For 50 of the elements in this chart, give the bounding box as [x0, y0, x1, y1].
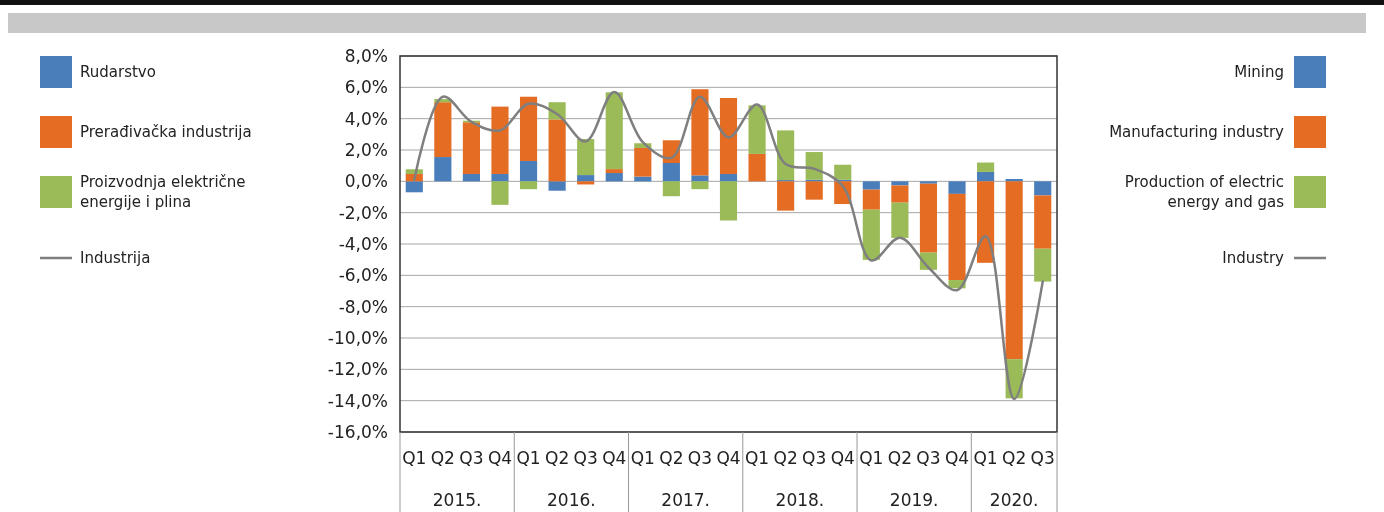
y-tick-label: 0,0%	[344, 171, 388, 192]
text: 2018.	[775, 490, 825, 510]
x-tick-label: Q4	[487, 448, 513, 468]
x-tick-label: Q3	[687, 448, 713, 468]
text: Industry	[1222, 249, 1285, 267]
x-tick-label: Q1	[402, 448, 427, 468]
x-tick-label: Q2	[545, 448, 570, 468]
y-tick-label: -12,0%	[327, 359, 388, 380]
y-tick-label: -16,0%	[327, 422, 388, 442]
text: 2020.	[989, 490, 1039, 510]
text: Manufacturing industry	[1109, 123, 1285, 141]
y-tick-label: -2,0%	[338, 202, 388, 223]
x-tick-label: Q3	[573, 448, 598, 468]
y-tick-label: 6,0%	[344, 77, 388, 98]
x-tick-label: Q2	[887, 448, 912, 468]
x-tick-label: Q3	[916, 448, 941, 468]
text: 2019.	[889, 490, 939, 510]
legend-label: Proizvodnja električne energije i plina	[80, 173, 246, 211]
x-tick-label: Q4	[830, 448, 855, 468]
text: Mining	[1234, 63, 1284, 81]
x-tick-label: Q4	[716, 448, 741, 468]
legend-label: Rudarstvo	[80, 63, 156, 81]
x-tick-label: Q4	[944, 448, 970, 468]
x-tick-label: Q2	[430, 448, 455, 468]
x-tick-label: Q2	[1002, 448, 1027, 468]
legend-label: Prerađivačka industrija	[80, 123, 252, 141]
x-tick-label: Q4	[602, 448, 627, 468]
y-tick-label: -4,0%	[338, 234, 388, 254]
x-tick-label: Q2	[659, 448, 684, 468]
x-tick-label: Q1	[516, 448, 541, 468]
y-tick-label: 4,0%	[344, 108, 388, 129]
x-tick-label: Q2	[773, 448, 798, 468]
y-tick-label: 8,0%	[344, 46, 388, 66]
x-tick-label: Q1	[859, 448, 884, 468]
x-tick-label: Q3	[459, 448, 484, 468]
text: 2016.	[547, 490, 596, 510]
y-tick-label: 2,0%	[344, 140, 388, 160]
text: 2017.	[661, 490, 710, 510]
legend-label: Industrija	[80, 249, 151, 267]
text: Production of electric energy and gas	[1124, 173, 1285, 211]
y-tick-label: -10,0%	[327, 328, 388, 348]
y-tick-label: -8,0%	[338, 296, 388, 317]
x-tick-label: Q1	[973, 448, 998, 468]
x-tick-label: Q3	[1030, 448, 1055, 468]
y-tick-label: -14,0%	[327, 390, 388, 411]
x-tick-label: Q1	[744, 448, 770, 468]
text: 2015.	[432, 490, 482, 510]
x-tick-label: Q3	[802, 448, 827, 468]
y-tick-label: -6,0%	[338, 265, 388, 286]
x-tick-label: Q1	[630, 448, 655, 468]
